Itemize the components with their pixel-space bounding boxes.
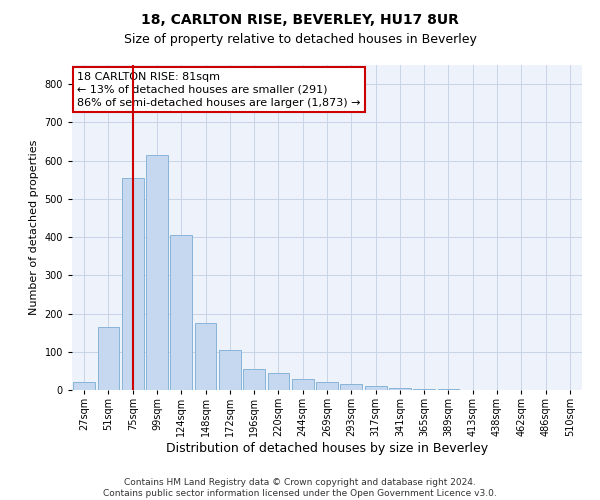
Bar	[365, 386, 386, 390]
Bar	[219, 350, 241, 390]
Bar	[146, 155, 168, 390]
Text: 18 CARLTON RISE: 81sqm
← 13% of detached houses are smaller (291)
86% of semi-de: 18 CARLTON RISE: 81sqm ← 13% of detached…	[77, 72, 361, 108]
Text: 18, CARLTON RISE, BEVERLEY, HU17 8UR: 18, CARLTON RISE, BEVERLEY, HU17 8UR	[141, 12, 459, 26]
Bar	[97, 327, 119, 390]
Bar	[316, 382, 338, 390]
Bar	[194, 323, 217, 390]
Text: Contains HM Land Registry data © Crown copyright and database right 2024.
Contai: Contains HM Land Registry data © Crown c…	[103, 478, 497, 498]
Bar	[268, 373, 289, 390]
Text: Size of property relative to detached houses in Beverley: Size of property relative to detached ho…	[124, 32, 476, 46]
Bar	[340, 384, 362, 390]
Bar	[73, 382, 95, 390]
Bar	[122, 178, 143, 390]
Bar	[292, 378, 314, 390]
Bar	[243, 369, 265, 390]
Bar	[437, 389, 460, 390]
Bar	[413, 389, 435, 390]
Bar	[170, 235, 192, 390]
Y-axis label: Number of detached properties: Number of detached properties	[29, 140, 39, 315]
Bar	[389, 388, 411, 390]
X-axis label: Distribution of detached houses by size in Beverley: Distribution of detached houses by size …	[166, 442, 488, 455]
